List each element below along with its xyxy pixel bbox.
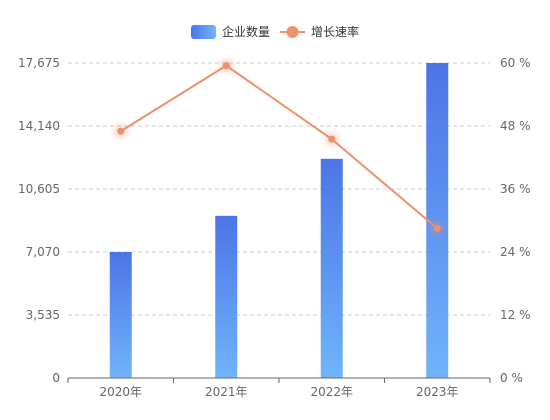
- line-point[interactable]: [117, 127, 125, 135]
- right-tick-label: 12 %: [500, 308, 531, 322]
- x-tick-label: 2022年: [310, 385, 353, 399]
- right-tick-label: 60 %: [500, 56, 531, 70]
- left-tick-label: 17,675: [18, 56, 60, 70]
- left-tick-label: 3,535: [26, 308, 60, 322]
- bar-series: [109, 63, 449, 378]
- right-axis: 0 % 12 % 24 % 36 % 48 % 60 %: [500, 56, 531, 385]
- line-series: [113, 58, 445, 236]
- legend-bar-swatch: [191, 25, 216, 39]
- line-point[interactable]: [433, 224, 441, 232]
- x-tick-label: 2021年: [205, 385, 248, 399]
- legend: 企业数量 增长速率: [191, 24, 359, 39]
- right-tick-label: 36 %: [500, 182, 531, 196]
- left-tick-label: 14,140: [18, 119, 60, 133]
- left-tick-label: 7,070: [26, 245, 60, 259]
- legend-line-marker: [286, 26, 299, 38]
- legend-item-line[interactable]: 增长速率: [280, 24, 359, 39]
- right-tick-label: 0 %: [500, 371, 523, 385]
- right-tick-label: 24 %: [500, 245, 531, 259]
- legend-bar-label: 企业数量: [222, 24, 270, 39]
- line-point[interactable]: [222, 62, 230, 70]
- bar[interactable]: [426, 63, 449, 378]
- line-point[interactable]: [328, 135, 336, 143]
- left-tick-label: 0: [52, 371, 60, 385]
- grid-lines: [68, 62, 490, 316]
- legend-line-label: 增长速率: [311, 24, 359, 39]
- legend-item-bar[interactable]: 企业数量: [191, 24, 270, 39]
- right-tick-label: 48 %: [500, 119, 531, 133]
- bar[interactable]: [215, 215, 238, 378]
- x-tick-label: 2020年: [99, 385, 142, 399]
- left-tick-label: 10,605: [18, 182, 60, 196]
- growth-line: [120, 64, 438, 230]
- bar[interactable]: [320, 158, 343, 378]
- x-tick-label: 2023年: [416, 385, 459, 399]
- bar[interactable]: [109, 252, 132, 378]
- x-axis: 2020年 2021年 2022年 2023年: [67, 377, 491, 399]
- left-axis: 0 3,535 7,070 10,605 14,140 17,675: [18, 56, 60, 385]
